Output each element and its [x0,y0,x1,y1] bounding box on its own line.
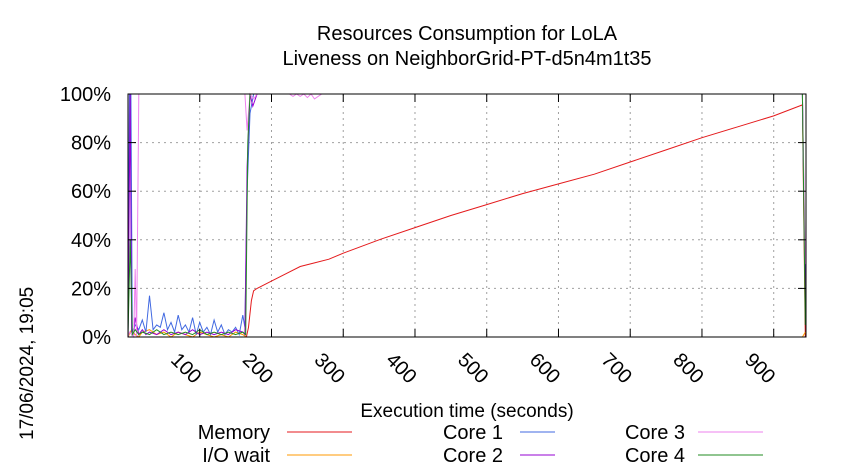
chart-subtitle: Liveness on NeighborGrid-PT-d5n4m1t35 [282,48,651,70]
series-line-memory [128,104,806,338]
y-tick-label: 0% [82,327,111,349]
x-tick-label: 800 [668,349,707,388]
legend-label-core-4: Core 4 [625,445,685,467]
y-tick-label: 60% [71,181,111,203]
x-tick-label: 600 [525,349,564,388]
x-tick-label: 700 [597,349,636,388]
x-axis-label: Execution time (seconds) [360,401,573,422]
series-group [127,92,806,339]
y-tick-label: 20% [71,278,111,300]
legend-label-core-3: Core 3 [625,422,685,444]
series-line-core-3 [127,92,806,339]
legend-label-i-o-wait: I/O wait [202,445,270,467]
x-tick-label: 400 [381,349,420,388]
chart-title: Resources Consumption for LoLA [317,23,618,45]
x-tick-label: 100 [166,349,205,388]
y-tick-label: 100% [60,84,111,106]
legend-label-memory: Memory [198,422,270,444]
legend-label-core-1: Core 1 [443,422,503,444]
series-line-core-2 [127,93,806,338]
y-tick-label: 80% [71,133,111,155]
series-line-core-4 [127,93,806,338]
legend-label-core-2: Core 2 [443,445,503,467]
x-tick-label: 300 [310,349,349,388]
y-tick-label: 40% [71,230,111,252]
x-tick-label: 500 [453,349,492,388]
axis-ticks: 0% 20% 40% 60% 80% 100% 100 200 300 400 500 600 700 8… [60,84,806,388]
x-tick-label: 900 [740,349,779,388]
grid [128,94,806,337]
series-line-core-1 [127,93,806,338]
timestamp-label: 17/06/2024, 19:05 [17,287,38,440]
plot-frame [127,93,807,338]
x-tick-label: 200 [238,349,277,388]
